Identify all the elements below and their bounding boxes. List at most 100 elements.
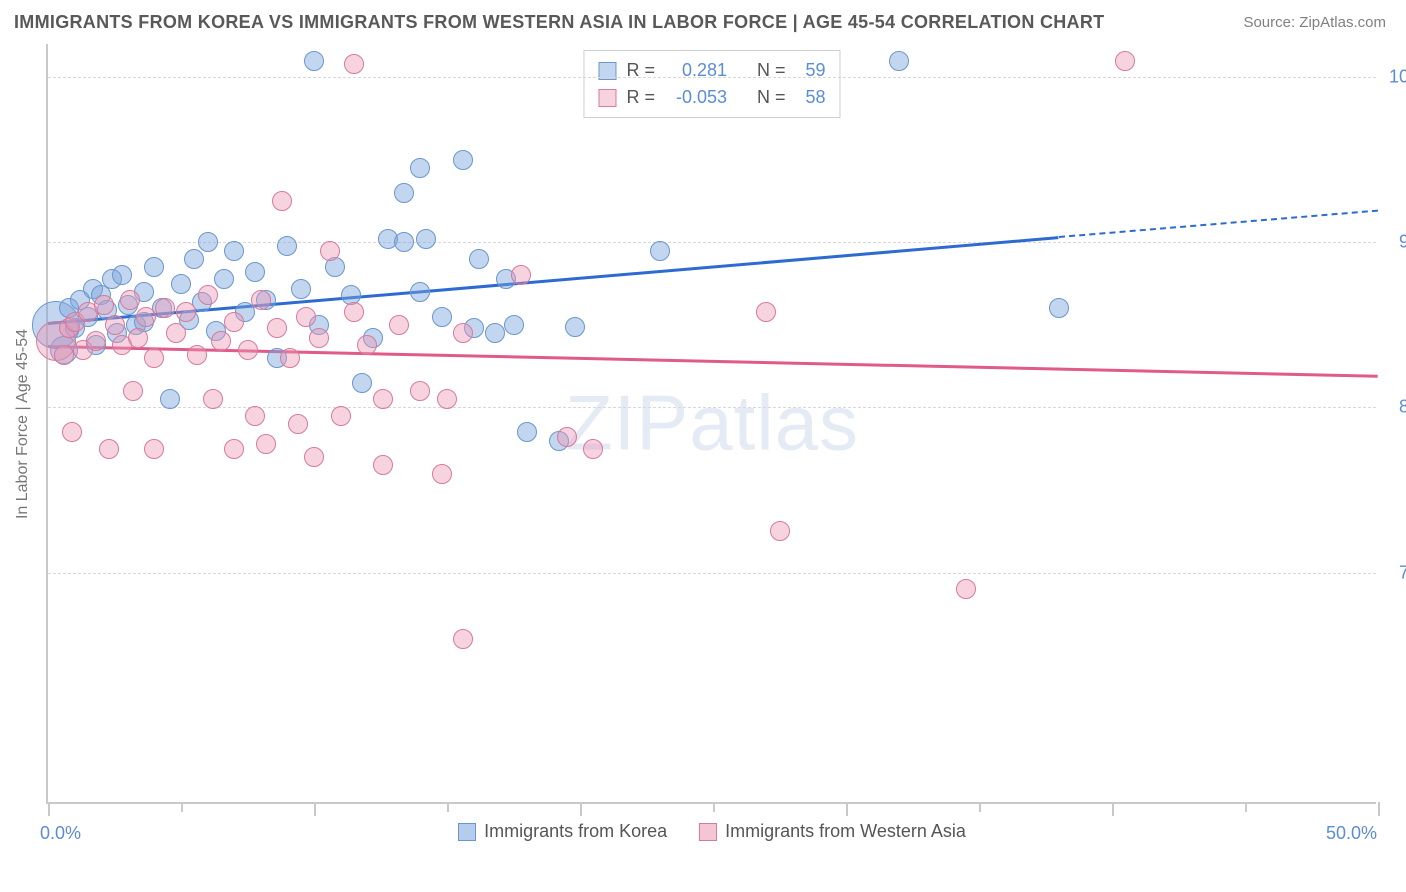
scatter-point <box>453 323 473 343</box>
scatter-point <box>86 331 106 351</box>
x-tick-minor <box>447 802 449 812</box>
scatter-point <box>304 447 324 467</box>
scatter-point <box>277 236 297 256</box>
gridline-h <box>48 573 1376 574</box>
x-tick-major <box>1112 802 1114 816</box>
scatter-point <box>304 51 324 71</box>
scatter-point <box>99 439 119 459</box>
scatter-point <box>203 389 223 409</box>
y-tick-label: 90.0% <box>1384 232 1406 253</box>
x-tick-label: 50.0% <box>1326 823 1377 844</box>
legend-n-label: N = <box>757 57 786 84</box>
scatter-point <box>160 389 180 409</box>
series-legend-item: Immigrants from Korea <box>458 821 667 842</box>
scatter-point <box>357 335 377 355</box>
legend-r-label: R = <box>626 84 655 111</box>
series-legend: Immigrants from Korea Immigrants from Wes… <box>48 821 1376 842</box>
scatter-point <box>373 455 393 475</box>
scatter-point <box>770 521 790 541</box>
scatter-point <box>144 439 164 459</box>
scatter-point <box>214 269 234 289</box>
scatter-point <box>184 249 204 269</box>
scatter-point <box>176 302 196 322</box>
scatter-point <box>511 265 531 285</box>
scatter-point <box>889 51 909 71</box>
legend-n-label: N = <box>757 84 786 111</box>
scatter-point <box>171 274 191 294</box>
scatter-point <box>389 315 409 335</box>
scatter-point <box>583 439 603 459</box>
chart-source: Source: ZipAtlas.com <box>1243 14 1386 31</box>
scatter-point <box>288 414 308 434</box>
scatter-point <box>238 340 258 360</box>
scatter-point <box>112 265 132 285</box>
scatter-point <box>256 434 276 454</box>
scatter-point <box>956 579 976 599</box>
scatter-point <box>410 381 430 401</box>
legend-r-label: R = <box>626 57 655 84</box>
scatter-point <box>453 629 473 649</box>
scatter-point <box>453 150 473 170</box>
legend-swatch <box>699 823 717 841</box>
scatter-point <box>432 307 452 327</box>
scatter-point <box>1049 298 1069 318</box>
gridline-h <box>48 242 1376 243</box>
x-tick-major <box>314 802 316 816</box>
scatter-point <box>756 302 776 322</box>
x-tick-major <box>1378 802 1380 816</box>
scatter-point <box>291 279 311 299</box>
x-tick-major <box>846 802 848 816</box>
chart-header: IMMIGRANTS FROM KOREA VS IMMIGRANTS FROM… <box>0 0 1406 44</box>
scatter-point <box>432 464 452 484</box>
scatter-point <box>1115 51 1135 71</box>
scatter-point <box>144 348 164 368</box>
scatter-point <box>504 315 524 335</box>
x-tick-major <box>48 802 50 816</box>
chart-title: IMMIGRANTS FROM KOREA VS IMMIGRANTS FROM… <box>14 12 1104 33</box>
scatter-point <box>272 191 292 211</box>
gridline-h <box>48 77 1376 78</box>
correlation-legend-row: R =0.281 N =59 <box>598 57 825 84</box>
scatter-point <box>410 282 430 302</box>
scatter-point <box>224 439 244 459</box>
scatter-point <box>120 290 140 310</box>
legend-r-value: 0.281 <box>665 57 727 84</box>
series-legend-item: Immigrants from Western Asia <box>699 821 966 842</box>
scatter-point <box>224 312 244 332</box>
legend-r-value: -0.053 <box>665 84 727 111</box>
scatter-point <box>198 285 218 305</box>
x-tick-minor <box>1245 802 1247 812</box>
y-axis-label-container: In Labor Force | Age 45-54 <box>8 44 38 804</box>
correlation-legend-row: R =-0.053 N =58 <box>598 84 825 111</box>
scatter-point <box>136 307 156 327</box>
scatter-point <box>352 373 372 393</box>
watermark: ZIPatlas <box>565 378 859 469</box>
scatter-point <box>416 229 436 249</box>
scatter-point <box>280 348 300 368</box>
x-tick-minor <box>713 802 715 812</box>
scatter-point <box>198 232 218 252</box>
scatter-point <box>331 406 351 426</box>
scatter-point <box>565 317 585 337</box>
scatter-point <box>54 345 74 365</box>
scatter-point <box>166 323 186 343</box>
x-tick-major <box>580 802 582 816</box>
scatter-point <box>344 302 364 322</box>
scatter-point <box>211 331 231 351</box>
scatter-point <box>320 241 340 261</box>
y-tick-label: 80.0% <box>1384 397 1406 418</box>
y-tick-label: 70.0% <box>1384 562 1406 583</box>
scatter-point <box>344 54 364 74</box>
scatter-point <box>650 241 670 261</box>
scatter-point <box>128 328 148 348</box>
scatter-point <box>245 406 265 426</box>
scatter-point <box>187 345 207 365</box>
correlation-legend: R =0.281 N =59R =-0.053 N =58 <box>583 50 840 118</box>
scatter-point <box>267 318 287 338</box>
scatter-point <box>517 422 537 442</box>
scatter-point <box>373 389 393 409</box>
legend-swatch <box>598 89 616 107</box>
scatter-point <box>155 298 175 318</box>
scatter-point <box>251 290 271 310</box>
series-legend-label: Immigrants from Korea <box>484 821 667 842</box>
